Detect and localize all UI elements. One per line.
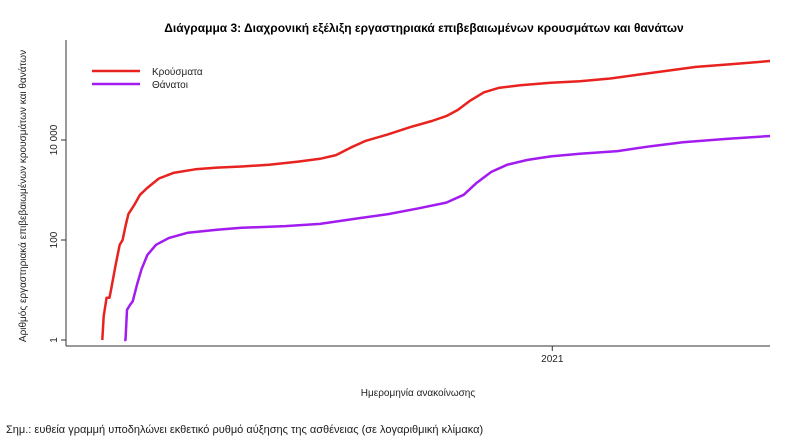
series-line-cases [101,59,771,341]
legend-label-cases: Κρούσματα [152,66,203,78]
x-axis-ticks: 2021 [541,346,564,365]
chart-title: Διάγραμμα 3: Διαχρονική εξέλιξη εργαστηρ… [164,21,684,35]
series-lines [101,59,771,342]
legend-label-deaths: Θάνατοι [152,79,188,91]
y-axis-label: Αριθμός εργαστηριακά επιβεβαιωμένων κρου… [17,50,29,342]
x-axis-label: Ημερομηνία ανακοίνωσης [361,387,476,399]
y-axis-ticks: 1 100 10 000 [49,124,66,343]
legend: Κρούσματα Θάνατοι [92,66,203,91]
y-tick-label: 100 [49,231,60,248]
footnote: Σημ.: ευθεία γραμμή υποδηλώνει εκθετικό … [6,424,484,436]
x-tick-label: 2021 [541,354,564,365]
y-tick-label: 10 000 [49,124,60,155]
y-tick-label: 1 [49,337,60,343]
series-line-deaths [124,134,771,342]
